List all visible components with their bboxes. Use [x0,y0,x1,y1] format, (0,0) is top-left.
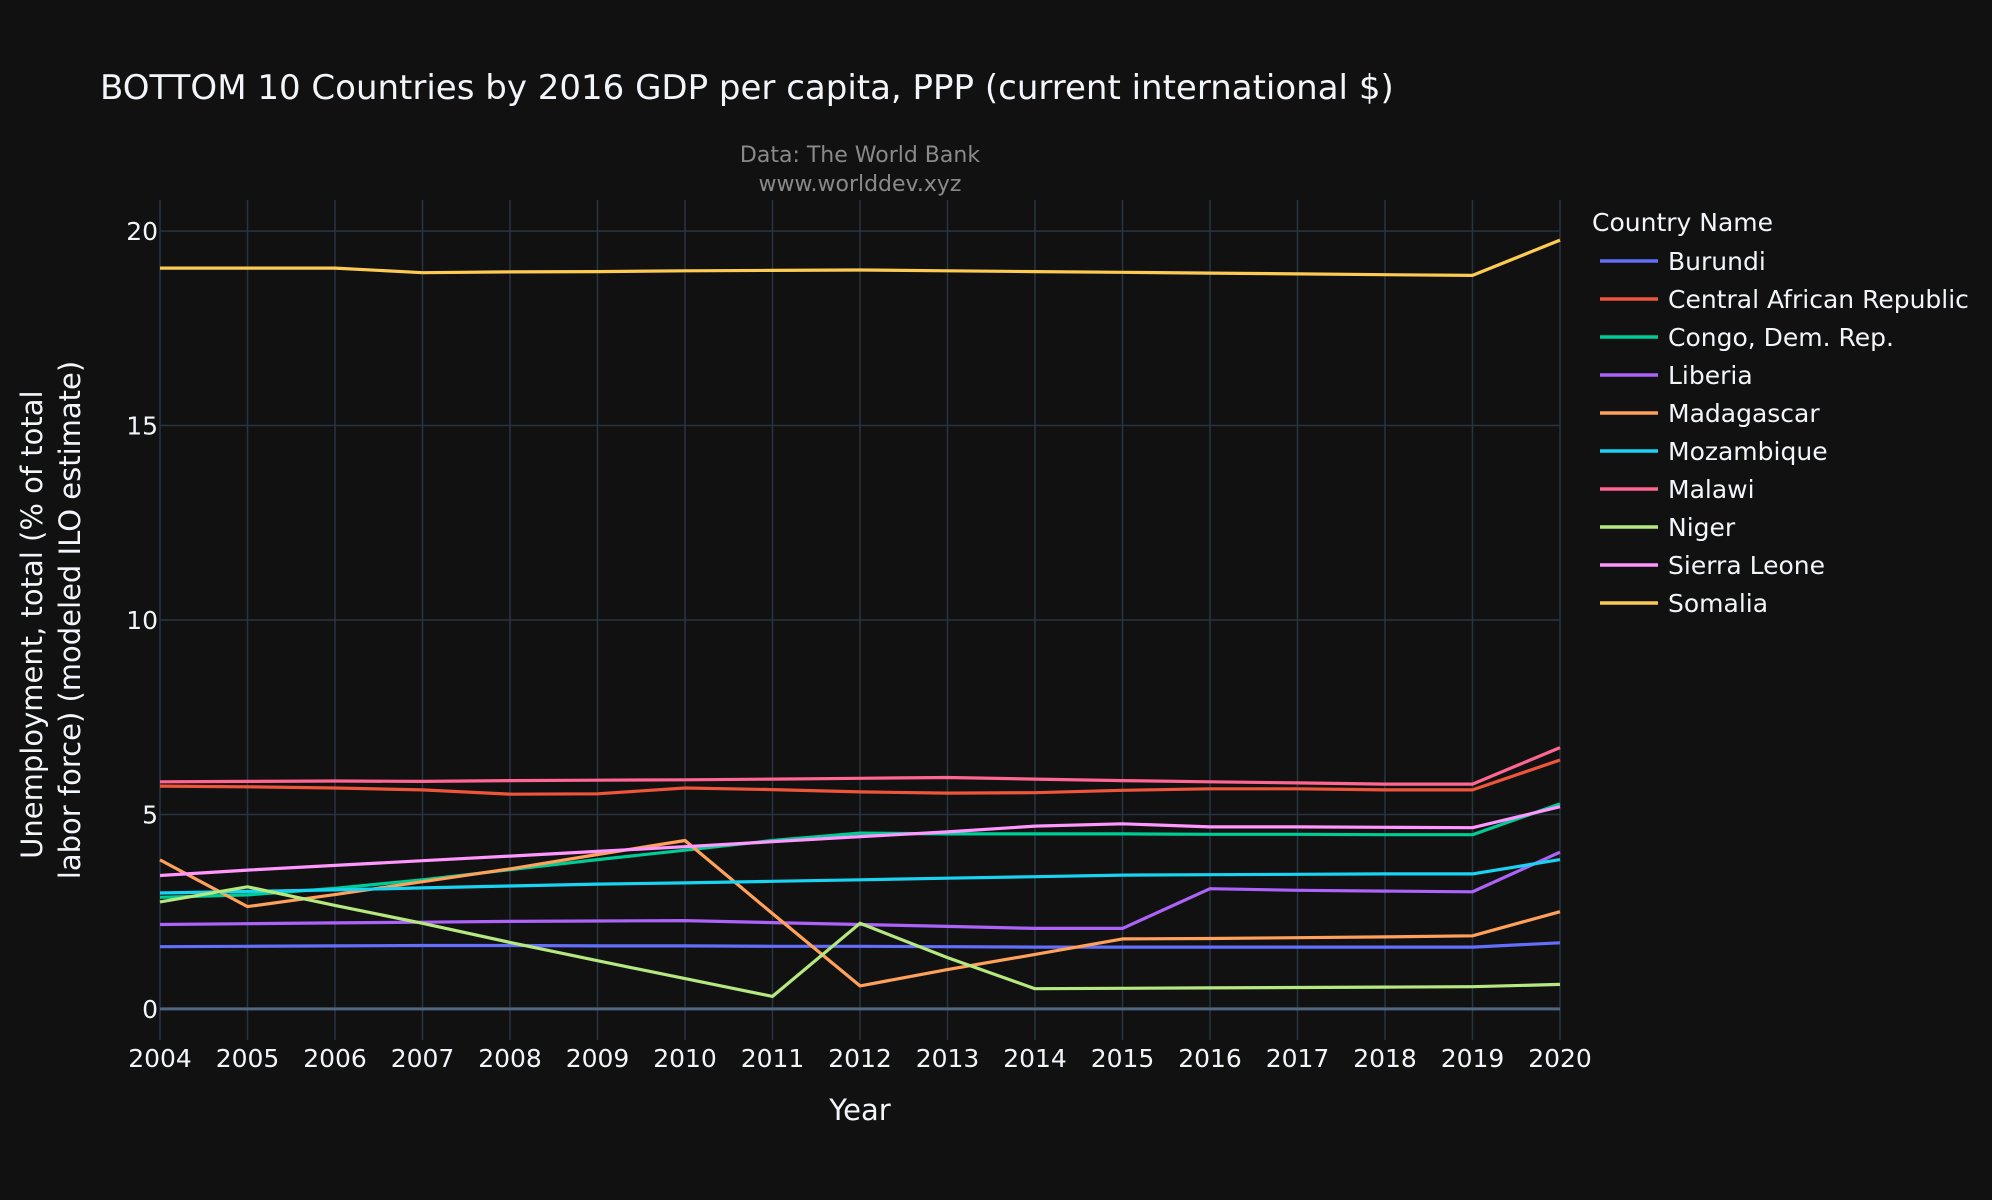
x-axis-title: Year [828,1093,890,1127]
series-line-central-african-republic [159,758,1561,796]
x-tick-label: 2020 [1528,1044,1592,1073]
x-tick-label: 2006 [303,1044,367,1073]
legend-label: Congo, Dem. Rep. [1668,323,1894,352]
y-axis-ticks: 0 5 10 15 20 [126,217,158,1024]
series-line-malawi [159,746,1561,786]
y-tick-label: 5 [142,800,158,829]
series-line-burundi [159,941,1561,949]
y-tick-label: 10 [126,606,158,635]
legend-label: Malawi [1668,475,1755,504]
legend: Country Name Burundi Central African Repu… [1592,208,1969,618]
legend-label: Somalia [1668,589,1768,618]
legend-label: Madagascar [1668,399,1820,428]
chart-subtitle-line-1: Data: The World Bank [740,143,980,168]
grid-lines [159,200,1561,1040]
x-tick-label: 2008 [478,1044,542,1073]
x-axis-ticks: 2004 2005 2006 2007 2008 2009 2010 2011 2012 2013… [128,1044,1592,1073]
x-tick-label: 2016 [1178,1044,1242,1073]
y-axis-title-line-2: labor force) (modeled ILO estimate) [53,361,87,879]
x-tick-label: 2005 [216,1044,280,1073]
x-tick-label: 2010 [653,1044,717,1073]
series-line-niger [159,885,1561,999]
x-tick-label: 2014 [1003,1044,1067,1073]
x-tick-label: 2015 [1091,1044,1155,1073]
series-lines [159,238,1561,999]
x-tick-label: 2012 [828,1044,892,1073]
legend-label: Central African Republic [1668,285,1969,314]
x-tick-label: 2018 [1353,1044,1417,1073]
series-line-somalia [160,238,1561,277]
series-line-congo-dem-rep- [159,802,1561,899]
y-tick-label: 15 [126,412,158,441]
legend-label: Burundi [1668,247,1766,276]
legend-label: Niger [1668,513,1736,542]
x-tick-label: 2009 [566,1044,630,1073]
y-tick-label: 0 [142,995,158,1024]
chart-title: BOTTOM 10 Countries by 2016 GDP per capi… [100,68,1394,108]
legend-label: Sierra Leone [1668,551,1825,580]
x-tick-label: 2017 [1266,1044,1330,1073]
series-line-madagascar [159,838,1561,988]
y-axis-title-line-1: Unemployment, total (% of total [15,390,49,858]
x-tick-label: 2004 [128,1044,192,1073]
legend-title: Country Name [1592,208,1773,237]
x-tick-label: 2011 [741,1044,805,1073]
legend-items: Burundi Central African Republic Congo, De… [1600,247,1969,618]
series-line-sierra-leone [159,805,1561,878]
legend-label: Mozambique [1668,437,1828,466]
x-tick-label: 2013 [916,1044,980,1073]
series-line-mozambique [159,858,1561,895]
chart-subtitle-line-2: www.worlddev.xyz [759,172,962,197]
y-axis-title: Unemployment, total (% of total labor fo… [15,361,87,879]
legend-label: Liberia [1668,361,1753,390]
y-tick-label: 20 [126,217,158,246]
x-tick-label: 2019 [1441,1044,1505,1073]
x-tick-label: 2007 [391,1044,455,1073]
